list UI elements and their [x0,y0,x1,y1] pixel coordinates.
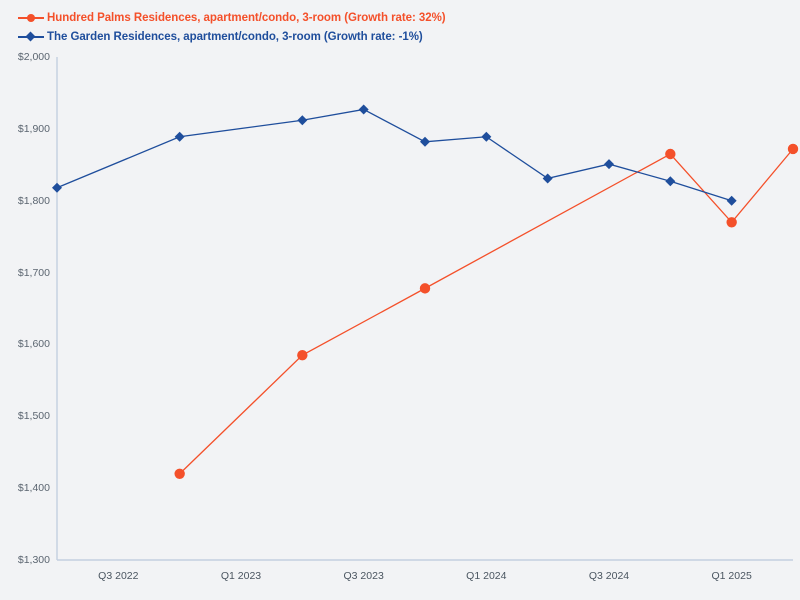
y-axis-tick-label: $1,400 [17,482,50,495]
legend-label-0: Hundred Palms Residences, apartment/cond… [47,11,446,24]
x-axis-tick-label: Q3 2022 [98,570,139,582]
data-point-marker[interactable] [420,136,430,147]
y-axis-tick-label: $1,700 [17,266,50,279]
x-axis-tick-label: Q1 2023 [220,570,262,582]
axes [56,57,793,561]
data-point-marker[interactable] [726,217,737,228]
chart-legend: Hundred Palms Residences, apartment/cond… [18,8,778,46]
data-point-marker[interactable] [297,350,308,361]
y-axis-tick-label: $1,900 [17,122,50,135]
x-axis-tick-label: Q3 2023 [343,570,384,582]
data-point-marker[interactable] [665,176,676,187]
x-axis-tick-label: Q3 2024 [588,570,630,582]
legend-marker-diamond-icon [18,31,44,43]
legend-item-0[interactable]: Hundred Palms Residences, apartment/cond… [18,8,778,27]
y-axis-tick-label: $2,000 [17,51,50,63]
data-point-marker[interactable] [542,173,553,184]
series-line [56,108,732,202]
data-point-marker[interactable] [297,115,308,126]
legend-label-1: The Garden Residences, apartment/condo, … [47,30,423,43]
legend-circle-icon [27,13,35,22]
y-axis-tick-label: $1,800 [17,194,50,207]
data-point-marker[interactable] [604,159,614,170]
data-point-marker[interactable] [726,195,737,206]
series-layer [52,104,799,479]
data-point-marker[interactable] [174,468,185,479]
x-axis-tick-label: Q1 2024 [466,570,507,582]
data-point-marker[interactable] [419,283,431,294]
data-point-marker[interactable] [665,148,676,160]
y-axis-tick-label: $1,300 [17,554,50,566]
y-axis-tick-label: $1,600 [17,338,50,351]
data-point-marker[interactable] [787,143,799,155]
data-point-marker[interactable] [174,131,185,142]
data-series [174,143,799,479]
data-point-marker[interactable] [481,131,492,142]
legend-item-1[interactable]: The Garden Residences, apartment/condo, … [18,27,778,46]
legend-marker-circle-icon [18,12,44,24]
data-series [52,104,737,206]
data-point-marker[interactable] [358,104,369,115]
y-axis-tick-label: $1,500 [17,410,50,423]
x-axis-tick-label: Q1 2025 [711,570,752,582]
data-point-marker[interactable] [52,182,62,193]
y-axis-tick-labels: $2,000 $1,900 $1,800 $1,700 $1,600 $1,500 $1,4… [0,0,50,600]
series-line [179,148,794,475]
